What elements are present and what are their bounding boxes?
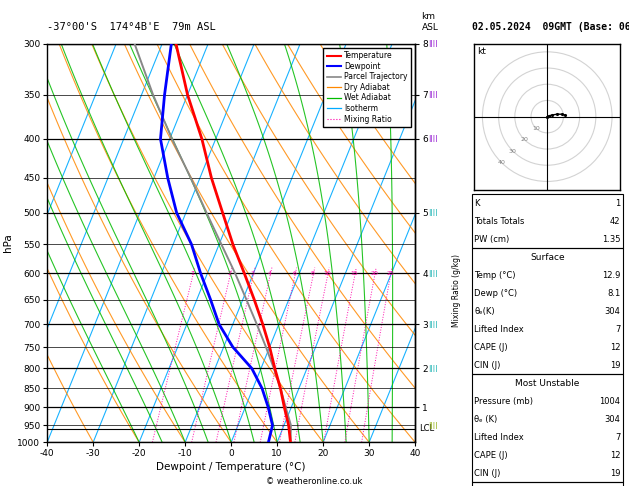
Text: ||||: |||| [428,91,438,98]
Text: 12: 12 [610,343,620,352]
Text: 15: 15 [350,271,359,276]
Text: 1.35: 1.35 [602,235,620,244]
Text: ||||: |||| [428,270,438,277]
Text: θₑ(K): θₑ(K) [474,307,495,316]
Text: -37°00'S  174°4B'E  79m ASL: -37°00'S 174°4B'E 79m ASL [47,21,216,32]
Text: ||||: |||| [428,365,438,372]
Text: LCL: LCL [419,424,434,433]
Text: 1004: 1004 [599,397,620,406]
Y-axis label: hPa: hPa [3,234,13,252]
Text: 304: 304 [604,307,620,316]
Text: Dewp (°C): Dewp (°C) [474,289,518,298]
Text: 02.05.2024  09GMT (Base: 06): 02.05.2024 09GMT (Base: 06) [472,21,629,32]
Text: 8: 8 [311,271,314,276]
Text: ||||: |||| [428,136,438,142]
Text: 1: 1 [615,199,620,208]
Text: 6: 6 [292,271,296,276]
Text: 30: 30 [509,149,517,154]
Text: 10: 10 [323,271,331,276]
Text: 25: 25 [386,271,394,276]
Text: ||||: |||| [428,321,438,328]
Text: 7: 7 [615,433,620,442]
Text: K: K [474,199,480,208]
Text: km
ASL: km ASL [421,12,438,32]
Text: 19: 19 [610,469,620,478]
Text: 20: 20 [520,137,528,142]
Text: Surface: Surface [530,253,565,262]
Text: ||||: |||| [428,209,438,216]
Text: CAPE (J): CAPE (J) [474,451,508,460]
Text: Pressure (mb): Pressure (mb) [474,397,533,406]
Text: Mixing Ratio (g/kg): Mixing Ratio (g/kg) [452,254,460,328]
Text: PW (cm): PW (cm) [474,235,509,244]
Text: 2: 2 [228,271,231,276]
Text: 3: 3 [251,271,255,276]
Text: kt: kt [477,47,486,56]
Text: 10: 10 [532,125,540,131]
Text: ||||: |||| [428,40,438,47]
Text: © weatheronline.co.uk: © weatheronline.co.uk [266,477,363,486]
Text: 1: 1 [191,271,194,276]
Text: 40: 40 [498,160,505,165]
Text: 19: 19 [610,361,620,370]
Text: 20: 20 [370,271,378,276]
Text: Lifted Index: Lifted Index [474,433,524,442]
Text: 4: 4 [268,271,272,276]
X-axis label: Dewpoint / Temperature (°C): Dewpoint / Temperature (°C) [157,462,306,472]
Text: CIN (J): CIN (J) [474,361,501,370]
Text: Lifted Index: Lifted Index [474,325,524,334]
Text: 304: 304 [604,415,620,424]
Text: CIN (J): CIN (J) [474,469,501,478]
Text: 12: 12 [610,451,620,460]
Text: 42: 42 [610,217,620,226]
Legend: Temperature, Dewpoint, Parcel Trajectory, Dry Adiabat, Wet Adiabat, Isotherm, Mi: Temperature, Dewpoint, Parcel Trajectory… [323,48,411,127]
Text: ||||: |||| [428,422,438,429]
Text: 7: 7 [615,325,620,334]
Text: 12.9: 12.9 [602,271,620,280]
Text: Totals Totals: Totals Totals [474,217,525,226]
Text: 8.1: 8.1 [607,289,620,298]
Text: Most Unstable: Most Unstable [515,379,579,388]
Text: CAPE (J): CAPE (J) [474,343,508,352]
Text: Temp (°C): Temp (°C) [474,271,516,280]
Text: θₑ (K): θₑ (K) [474,415,498,424]
